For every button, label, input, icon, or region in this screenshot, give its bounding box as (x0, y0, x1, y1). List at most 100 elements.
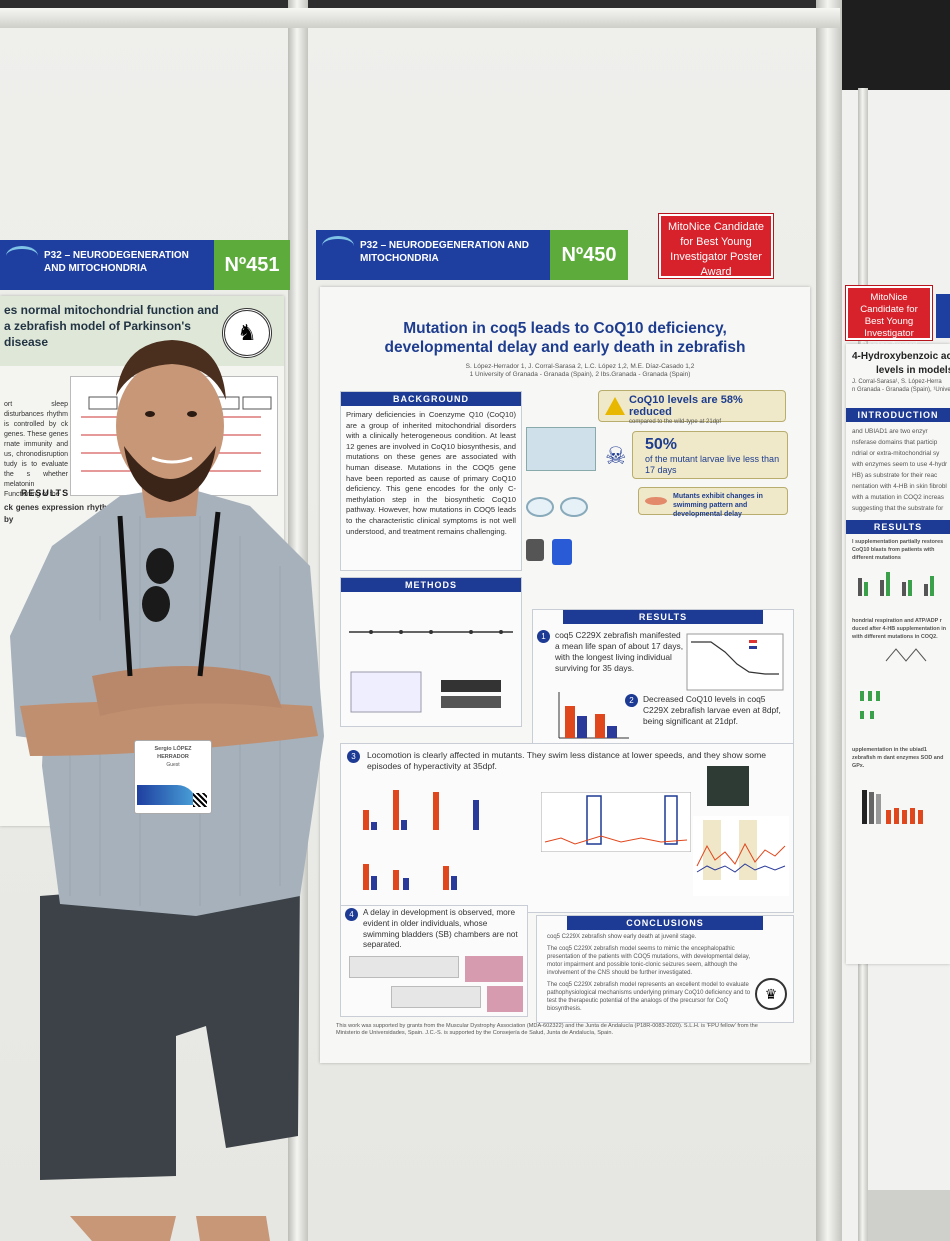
presenter-figure (10, 340, 324, 1241)
petri-dish-icon (560, 497, 588, 517)
crossed-arms (20, 701, 318, 756)
poster-number: Nº451 (214, 240, 290, 290)
result-c-text: upplementation in the ubiad1 zebrafish m… (852, 747, 944, 769)
survival-chart (686, 633, 784, 691)
result-2-text: 2 Decreased CoQ10 levels in coq5 C229X z… (625, 694, 789, 727)
leg (70, 1216, 176, 1241)
larva-image (391, 986, 481, 1008)
result-4-text: 4 A delay in development is observed, mo… (345, 908, 523, 951)
step-2-icon: 2 (625, 694, 638, 707)
session-label: P32 – NEURODEGENERATION AND MITOCHONDRIA (0, 240, 214, 290)
result-b-text: hondrial respiration and ATP/ADP r duced… (852, 618, 947, 640)
right-poster: 4-Hydroxybenzoic acid levels in models J… (846, 344, 950, 964)
methods-timeline (349, 630, 513, 713)
sleeve (10, 546, 110, 746)
result-3-text: 3 Locomotion is clearly affected in muta… (347, 750, 787, 773)
poster-title: es normal mitochondrial function and a z… (4, 303, 219, 349)
top-frame-bar (0, 8, 840, 28)
poster-number: Nº450 (550, 230, 628, 280)
experiment-diagram (526, 427, 626, 577)
award-badge: MitoNice Candidate for Best Young Invest… (658, 213, 774, 279)
conclusions-list: coq5 C229X zebrafish show early death at… (537, 930, 793, 1013)
section-header: INTRODUCTION (846, 408, 950, 422)
histology-image (465, 956, 523, 982)
badge-name: Sergio LÓPEZ HERRADOR (154, 746, 192, 760)
machine-icon (552, 539, 572, 565)
highlight-coq-levels: CoQ10 levels are 58% reduced compared to… (598, 390, 786, 425)
coq-bar-chart (558, 692, 629, 739)
booth-post-right (816, 0, 842, 1241)
award-badge: MitoNice Candidate for Best Young Invest… (845, 285, 933, 351)
section-header: RESULTS (846, 520, 950, 534)
lanyard (117, 515, 133, 677)
results-subtitle: ck genes expression rhythm by (4, 503, 114, 524)
center-poster: Mutation in coq5 leads to CoQ10 deficien… (320, 287, 810, 1063)
activity-trace (541, 792, 691, 852)
petri-dish-icon (526, 497, 554, 517)
sunglasses-icon (142, 548, 174, 622)
methods-section: METHODS (340, 577, 522, 727)
tracking-photo (707, 766, 749, 806)
leg (196, 1216, 270, 1241)
poster-body-text: ort sleep disturbances rhythm is control… (4, 401, 68, 498)
hair (116, 340, 226, 400)
poster-affiliations: 1 University of Granada - Granada (Spain… (469, 371, 691, 378)
locomotion-charts (363, 790, 479, 890)
result-1-text: 1 coq5 C229X zebrafish manifested a mean… (537, 630, 685, 674)
histology-image (487, 986, 523, 1012)
section-header: BACKGROUND (341, 392, 521, 406)
funding-text: This work was supported by grants from t… (336, 1023, 758, 1037)
conclusion-item: coq5 C229X zebrafish show early death at… (547, 934, 697, 940)
results-bar: RESULTS (20, 488, 70, 498)
warning-icon (605, 397, 625, 415)
poster-authors: J. Corral-Sarasa¹, S. López-Herra (852, 379, 942, 385)
section-header: CONCLUSIONS (567, 916, 763, 930)
dark-top-right (840, 0, 950, 90)
background-section: BACKGROUND Primary deficiencies in Coenz… (340, 391, 522, 571)
session-header-fragment (936, 294, 950, 338)
shorts (40, 876, 300, 1180)
forearm (92, 666, 282, 716)
intro-text: and UBIAD1 are two enzyr nsferase domain… (852, 428, 948, 512)
result-b-chart (860, 648, 927, 719)
highlight-swimming: Mutants exhibit changes in swimming patt… (638, 487, 788, 518)
university-seal-icon: ♞ (222, 308, 272, 358)
conclusion-item: The coq5 C229X zebrafish model seems to … (547, 946, 751, 976)
microscope-icon (526, 539, 544, 561)
head (116, 360, 224, 492)
background-text: Primary deficiencies in Coenzyme Q10 (Co… (346, 410, 516, 536)
larva-image (349, 956, 459, 978)
highlight-survival: ☠ 50% of the mutant larvae live less tha… (605, 431, 788, 479)
skull-icon: ☠ (605, 443, 627, 470)
conclusions-section: CONCLUSIONS coq5 C229X zebrafish show ea… (536, 915, 794, 1023)
result-a-chart (858, 572, 934, 596)
swoosh-icon (6, 246, 38, 266)
step-3-icon: 3 (347, 750, 360, 763)
ceiling-strip (0, 0, 950, 8)
badge-role: Guest (166, 762, 180, 768)
beard (124, 446, 216, 502)
poster-authors: S. López-Herrador 1, J. Corral-Sarasa 2,… (465, 363, 695, 370)
lanyard (197, 511, 221, 677)
step-4-icon: 4 (345, 908, 358, 921)
section-header: METHODS (341, 578, 521, 592)
development-section: 4 A delay in development is observed, mo… (340, 905, 528, 1017)
distance-chart (693, 816, 789, 896)
result-a-text: l supplementation partially restores CoQ… (852, 539, 944, 561)
left-session-header: P32 – NEURODEGENERATION AND MITOCHONDRIA… (0, 240, 290, 290)
swoosh-icon (322, 236, 354, 256)
poster-title: 4-Hydroxybenzoic acid levels in models (852, 351, 950, 376)
step-1-icon: 1 (537, 630, 550, 643)
center-session-header: P32 – NEURODEGENERATION AND MITOCHONDRIA… (316, 230, 628, 280)
session-label: P32 – NEURODEGENERATION AND MITOCHONDRIA (316, 230, 550, 280)
section-header: RESULTS (563, 610, 763, 624)
qr-code-icon (193, 793, 207, 807)
locomotion-section: 3 Locomotion is clearly affected in muta… (340, 743, 794, 913)
fish-tank-photo (526, 427, 596, 471)
fish-icon (645, 497, 667, 505)
badge-stripe (137, 785, 197, 805)
result-c-chart (862, 790, 923, 824)
poster-title: Mutation in coq5 leads to CoQ10 deficien… (384, 320, 746, 356)
university-seal-icon: ♛ (755, 978, 787, 1010)
